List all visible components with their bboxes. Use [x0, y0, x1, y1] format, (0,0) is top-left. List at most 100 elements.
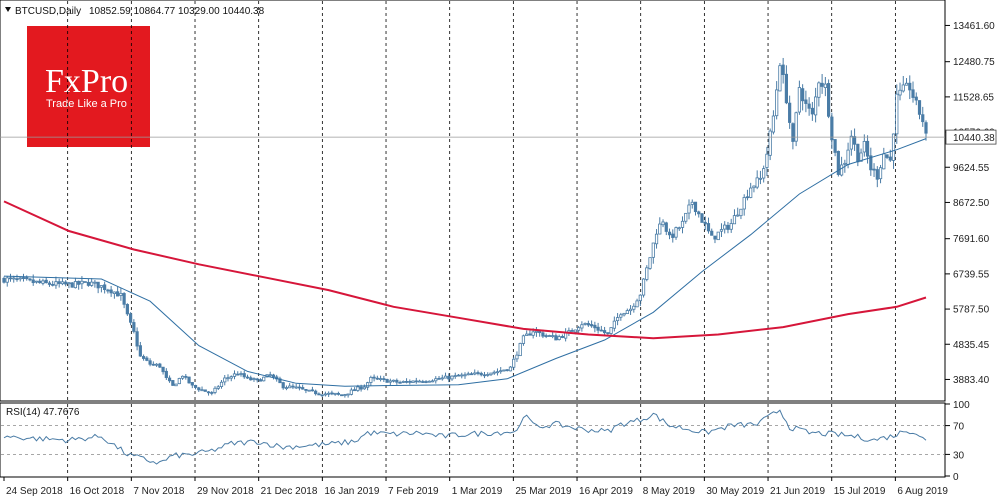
candle-body: [414, 380, 418, 383]
candle-body: [823, 83, 827, 88]
price-tick-label: 13461.60: [953, 21, 995, 32]
candle-body: [460, 374, 464, 377]
candle-body: [904, 82, 909, 86]
candle-body: [395, 379, 399, 383]
candle-body: [219, 381, 224, 387]
candle-body: [684, 212, 688, 222]
candle-body: [703, 221, 707, 225]
candle-body: [216, 386, 220, 389]
dropdown-triangle-icon[interactable]: [5, 7, 11, 12]
candle-body: [775, 89, 779, 117]
candle-body: [125, 304, 129, 315]
candle-body: [463, 374, 467, 377]
candle-body: [512, 358, 516, 368]
candle-body: [615, 317, 620, 322]
candle-body: [807, 103, 811, 109]
candle-body: [281, 382, 285, 389]
candle-body: [135, 331, 139, 347]
candle-body: [401, 381, 405, 383]
price-tick-label: 9624.55: [953, 163, 990, 174]
candle-body: [47, 282, 52, 285]
price-tick-label: 7691.60: [953, 234, 990, 245]
candle-body: [505, 369, 509, 372]
candle-body: [15, 278, 19, 281]
rsi-tick-label: 100: [953, 400, 970, 411]
rsi-tick-label: 30: [953, 450, 965, 461]
candle-body: [96, 281, 100, 289]
candle-body: [297, 386, 302, 389]
candle-body: [268, 374, 272, 377]
price-tick-label: 4835.45: [953, 340, 990, 351]
candle-body: [827, 83, 831, 117]
candle-body: [895, 93, 899, 135]
date-tick-label: 16 Oct 2018: [70, 486, 125, 497]
candle-body: [317, 393, 321, 396]
candle-body: [541, 332, 545, 337]
candle-body: [641, 278, 646, 296]
fxpro-logo: FxPro Trade Like a Pro: [27, 26, 150, 147]
candle-body: [164, 370, 168, 378]
candle-body: [495, 371, 500, 374]
candle-body: [869, 155, 873, 171]
candle-body: [872, 168, 876, 171]
candle-body: [651, 242, 655, 258]
candle-body: [557, 336, 561, 340]
candle-body: [421, 381, 425, 383]
candle-body: [917, 100, 922, 115]
candle-body: [810, 107, 814, 115]
ma-long-line: [3, 200, 927, 340]
candle-body: [583, 322, 587, 325]
candle-body: [602, 330, 607, 334]
candle-body: [57, 281, 61, 284]
price-tick-label: 11528.65: [953, 92, 994, 103]
candle-body: [41, 280, 45, 284]
candle-body: [116, 291, 120, 297]
logo-tagline: Trade Like a Pro: [46, 98, 127, 110]
candle-body: [771, 115, 776, 133]
last-price-label: 10440.38: [953, 133, 995, 144]
candle-body: [327, 392, 331, 395]
candle-body: [489, 372, 493, 376]
candle-body: [141, 356, 146, 359]
candle-body: [554, 335, 558, 341]
candle-body: [54, 281, 58, 286]
price-tick-label: 5787.50: [953, 305, 990, 316]
candle-body: [408, 380, 412, 383]
candle-body: [479, 372, 483, 376]
candle-body: [200, 389, 204, 392]
date-tick-label: 21 Dec 2018: [261, 486, 318, 497]
candle-body: [878, 167, 883, 180]
candle-body: [732, 215, 737, 225]
candle-body: [278, 378, 282, 384]
candle-body: [901, 84, 905, 92]
candle-body: [213, 387, 217, 393]
candle-body: [249, 377, 253, 381]
candle-body: [778, 65, 782, 92]
candle-body: [391, 379, 396, 382]
candle-body: [453, 375, 457, 377]
candle-body: [90, 281, 94, 286]
rsi-tick-label: 70: [953, 422, 965, 433]
candle-body: [193, 385, 198, 388]
candle-body: [804, 99, 808, 104]
candle-body: [723, 224, 727, 230]
candle-body: [336, 392, 340, 395]
candle-body: [924, 122, 928, 134]
rsi-axis: 100 70 30 0: [945, 400, 970, 483]
candle-body: [839, 164, 844, 176]
candle-body: [560, 336, 564, 338]
candle-body: [366, 382, 370, 388]
candle-body: [729, 223, 733, 230]
candle-body: [356, 386, 360, 391]
candle-body: [745, 196, 750, 199]
logo-brand: FxPro: [45, 63, 128, 100]
candle-body: [154, 363, 159, 366]
date-tick-label: 8 May 2019: [643, 486, 696, 497]
candle-body: [635, 300, 639, 308]
date-tick-label: 6 Aug 2019: [897, 486, 948, 497]
candle-body: [794, 112, 798, 142]
candle-body: [93, 281, 97, 284]
candle-body: [369, 377, 373, 383]
candle-body: [314, 390, 318, 395]
